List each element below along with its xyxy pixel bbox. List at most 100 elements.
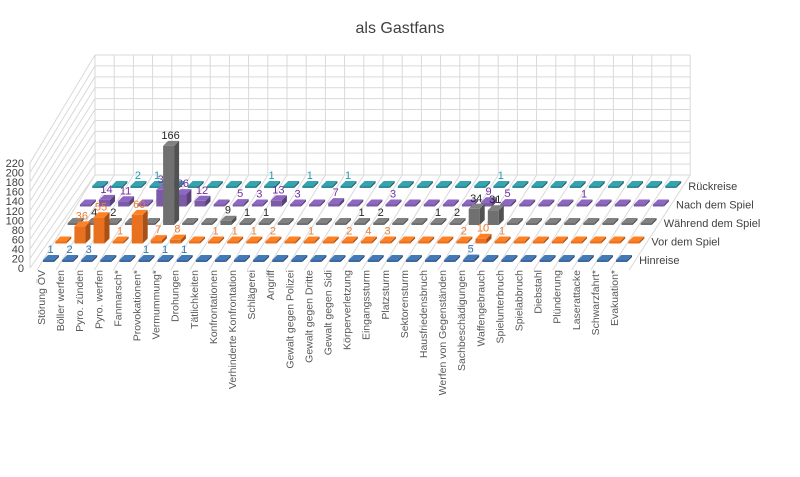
bar-front-face — [526, 223, 537, 225]
bar-side-face — [493, 255, 499, 262]
bar-front-face — [551, 241, 563, 244]
bar-side-face — [283, 255, 289, 262]
bar-front-face — [144, 223, 155, 225]
bar-side-face — [427, 181, 433, 188]
bar-front-face — [436, 186, 447, 188]
bar-side-face — [436, 255, 441, 262]
bar-front-face — [214, 260, 226, 262]
bar-top-face — [423, 199, 440, 205]
floor-gridline — [170, 174, 230, 271]
bar-top-face — [246, 236, 263, 242]
y-tick-label: 20 — [12, 253, 24, 265]
bar-side-face — [657, 181, 663, 188]
bar — [588, 181, 605, 188]
bar-side-face — [467, 236, 473, 244]
bar-top-face — [646, 181, 663, 186]
bar-top-face — [463, 254, 480, 260]
bar-side-face — [281, 195, 287, 207]
bar — [322, 236, 339, 244]
bar — [602, 218, 619, 225]
data-label: 14 — [100, 184, 112, 196]
bar-top-face — [303, 236, 320, 242]
bar-side-face — [524, 236, 530, 244]
bar-side-face — [206, 255, 212, 262]
data-label: 10 — [477, 223, 489, 235]
x-tick-label: Böller werfen — [55, 270, 67, 331]
bar-side-face — [434, 199, 440, 207]
bar — [157, 255, 174, 262]
bar-top-face — [328, 198, 345, 204]
bar-side-face — [618, 181, 624, 188]
bar — [43, 255, 59, 262]
bar — [366, 199, 383, 207]
bar — [513, 236, 530, 244]
bar-side-face — [416, 255, 422, 262]
bar-side-face — [537, 218, 542, 225]
data-label: 60 — [133, 199, 145, 211]
data-label: 3 — [390, 189, 396, 201]
bar-front-face — [520, 260, 532, 262]
bar — [329, 255, 346, 262]
bar-side-face — [523, 181, 529, 188]
bar-side-face — [569, 255, 575, 262]
bar-side-face — [193, 218, 199, 225]
data-label: 7 — [333, 187, 339, 199]
bar-top-face — [607, 181, 624, 186]
bar-top-face — [169, 234, 186, 240]
bar-top-face — [194, 195, 211, 201]
bar-front-face — [340, 186, 352, 188]
bar-top-face — [175, 189, 192, 195]
bar-side-face — [250, 218, 256, 225]
floor-gridline — [571, 174, 634, 271]
bar-front-face — [163, 145, 175, 225]
bar-front-face — [253, 260, 265, 262]
bar-front-face — [194, 200, 206, 207]
bar-top-face — [149, 181, 166, 186]
bar-front-face — [571, 241, 582, 244]
bar — [213, 199, 230, 207]
bar — [627, 181, 643, 188]
bar — [526, 218, 542, 225]
bar-side-face — [217, 181, 223, 188]
bar-side-face — [627, 255, 632, 262]
bar-top-face — [501, 255, 518, 260]
data-label: 1 — [499, 226, 505, 238]
bar-front-face — [399, 241, 411, 244]
data-label: 2 — [67, 244, 73, 256]
bar-side-face — [161, 235, 167, 244]
bar-side-face — [111, 255, 117, 262]
bar — [531, 181, 548, 188]
bar-top-face — [92, 181, 109, 186]
bar-top-face — [621, 218, 638, 223]
bar-side-face — [391, 236, 396, 244]
bar-top-face — [79, 199, 96, 205]
side-wall-gridline — [29, 152, 96, 250]
bar — [99, 194, 115, 207]
bar-top-face — [461, 199, 478, 205]
bar-side-face — [556, 218, 562, 225]
data-label: 3 — [294, 189, 300, 201]
bar — [302, 181, 319, 188]
data-label: 7 — [155, 224, 161, 236]
bar-side-face — [644, 199, 650, 207]
data-label: 31 — [489, 194, 501, 206]
data-label: 12 — [196, 185, 208, 197]
bar — [201, 218, 218, 225]
bar-front-face — [519, 204, 531, 207]
floor-gridline — [456, 174, 518, 271]
bar — [577, 255, 594, 262]
bar-side-face — [607, 255, 613, 262]
data-label: 1 — [308, 226, 314, 238]
bar-front-face — [149, 186, 161, 188]
bar-side-face — [142, 209, 148, 244]
bar — [100, 255, 117, 262]
bar — [500, 199, 517, 207]
bar-side-face — [632, 218, 638, 225]
chart-title: als Gastfans — [355, 20, 445, 37]
floor-gridline — [380, 174, 442, 271]
bar-front-face — [169, 239, 181, 244]
bar — [321, 181, 338, 188]
bar — [545, 218, 562, 225]
bar-front-face — [538, 204, 550, 207]
bar-front-face — [43, 260, 54, 262]
